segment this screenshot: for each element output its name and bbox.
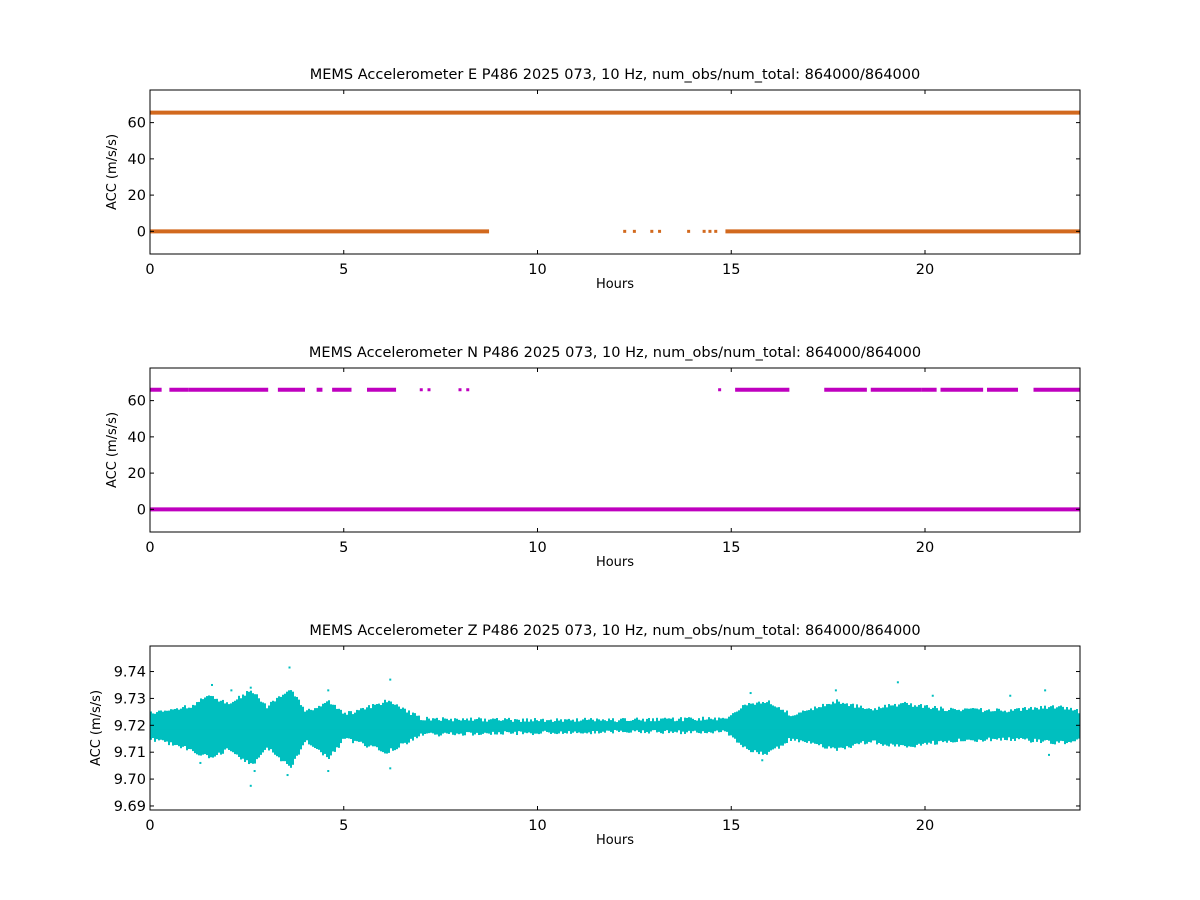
outlier-point-4 [249,784,252,787]
x-tick-label: 5 [339,818,348,834]
y-axis-label: ACC (m/s/s) [89,690,104,766]
series-0-point-0 [419,388,423,392]
outlier-point-19 [1048,753,1050,756]
y-tick-label: 0 [137,502,146,518]
y-tick-label: 40 [128,430,146,446]
y-tick-label: 20 [128,188,146,204]
data-marks [150,387,1080,512]
x-tick-label: 15 [722,262,740,278]
chart-panel-1: MEMS Accelerometer N P486 2025 073, 10 H… [105,345,1081,570]
outlier-point-17 [1009,694,1012,697]
x-axis-label: Hours [596,555,634,570]
chart-panel-0: MEMS Accelerometer E P486 2025 073, 10 H… [105,67,1081,292]
x-tick-label: 10 [528,540,546,556]
y-tick-label: 40 [128,152,146,168]
y-tick-label: 9.71 [114,745,146,761]
y-tick-label: 60 [128,116,146,132]
series-1-point-1 [632,229,636,233]
x-tick-label: 15 [722,540,740,556]
outlier-point-3 [249,686,252,689]
chart-title: MEMS Accelerometer Z P486 2025 073, 10 H… [309,623,920,639]
outlier-point-11 [389,767,392,770]
data-column [1044,705,1046,741]
series-0-point-2 [458,388,462,392]
series-1-point-2 [650,229,654,233]
outlier-point-9 [327,770,330,773]
series-1-point-4 [687,229,691,233]
outlier-point-7 [286,774,289,777]
y-tick-label: 9.72 [114,718,146,734]
data-marks [150,666,1080,787]
y-tick-label: 20 [128,466,146,482]
data-column [1024,707,1026,740]
data-marks [150,110,1080,234]
outlier-point-1 [199,761,202,764]
data-column [1060,705,1062,741]
y-tick-label: 9.73 [114,691,146,707]
chart-title: MEMS Accelerometer E P486 2025 073, 10 H… [310,67,920,83]
outlier-point-0 [211,683,213,686]
y-axis-label: ACC (m/s/s) [105,412,120,488]
x-axis-label: Hours [596,833,634,848]
x-tick-label: 0 [145,262,154,278]
x-tick-label: 10 [528,818,546,834]
x-tick-label: 15 [722,818,740,834]
data-column [1034,707,1036,739]
y-axis-label: ACC (m/s/s) [105,134,120,210]
x-tick-label: 10 [528,262,546,278]
outlier-point-15 [896,681,899,684]
x-tick-label: 5 [339,262,348,278]
outlier-point-14 [834,689,837,692]
chart-panel-2: MEMS Accelerometer Z P486 2025 073, 10 H… [89,623,1081,848]
outlier-point-13 [761,759,764,762]
series-0-point-3 [466,388,470,392]
outlier-point-5 [253,770,256,773]
x-tick-label: 5 [339,540,348,556]
outlier-point-10 [389,678,392,681]
outlier-point-6 [288,666,291,669]
data-column [1022,707,1024,739]
axes-frame [149,645,1081,811]
x-tick-label: 20 [916,818,934,834]
y-tick-label: 0 [137,224,146,240]
series-0-point-4 [718,388,722,392]
outlier-point-8 [327,689,330,692]
outlier-point-18 [1044,689,1047,692]
chart-title: MEMS Accelerometer N P486 2025 073, 10 H… [309,345,921,361]
series-1-point-7 [714,229,718,233]
series-0-point-1 [427,388,431,392]
series-1-point-0 [623,229,627,233]
outlier-point-2 [230,689,233,692]
x-tick-label: 20 [916,540,934,556]
series-1-point-3 [658,229,662,233]
y-tick-label: 9.74 [114,665,146,681]
axes-frame [149,367,1081,533]
y-tick-label: 9.70 [114,772,146,788]
data-core-band [150,723,1080,730]
y-tick-label: 9.69 [114,799,146,815]
y-tick-label: 60 [128,394,146,410]
data-column [1016,708,1018,739]
x-axis-label: Hours [596,277,634,292]
series-1-point-5 [702,229,706,233]
series-1-point-6 [708,229,712,233]
x-tick-label: 0 [145,540,154,556]
x-tick-label: 0 [145,818,154,834]
outlier-point-12 [749,692,752,695]
outlier-point-16 [931,694,934,697]
axes-frame [149,89,1081,255]
x-tick-label: 20 [916,262,934,278]
